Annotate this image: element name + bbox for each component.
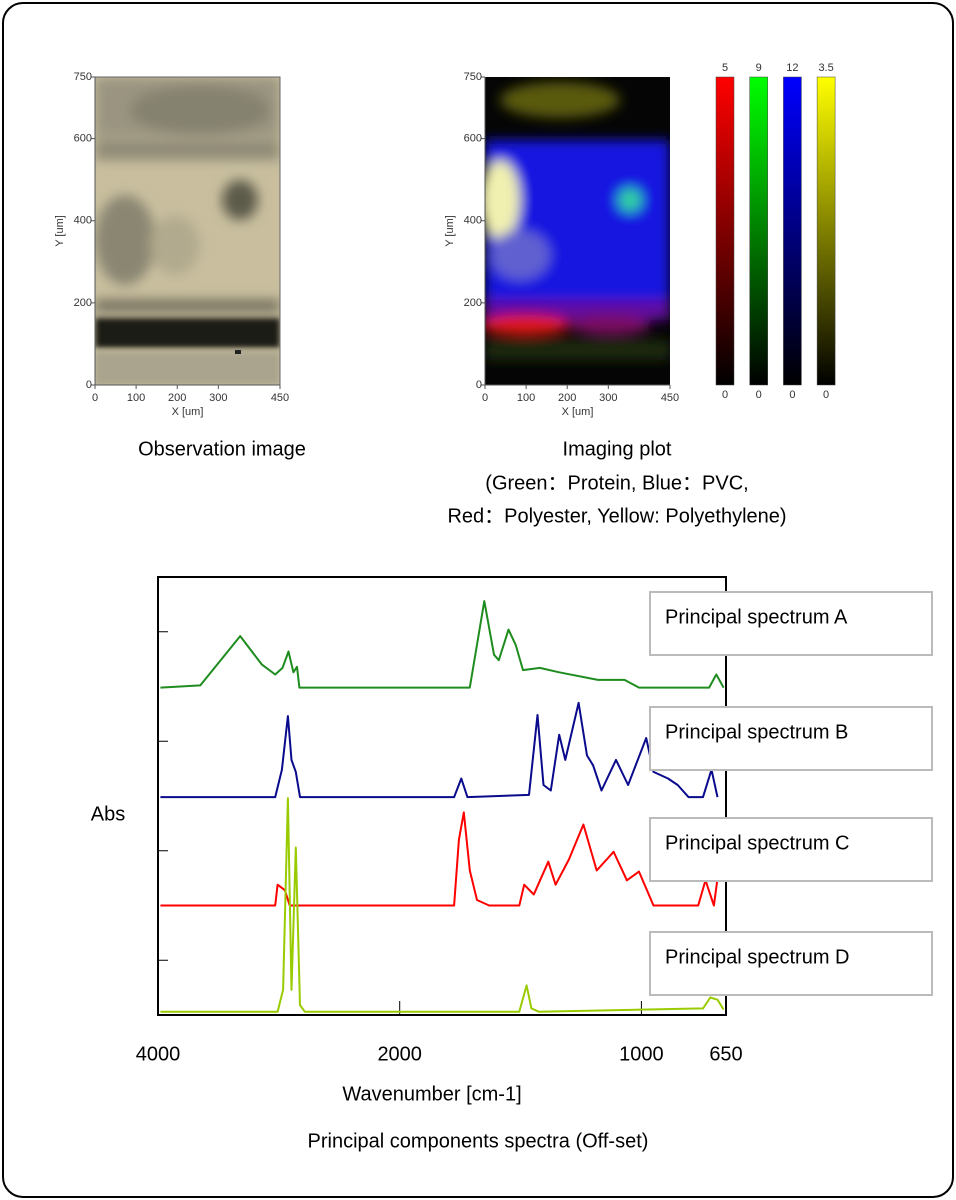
y-tick-label: 0 xyxy=(476,379,482,391)
x-tick-label: 0 xyxy=(92,392,98,404)
legend-label: Principal spectrum A xyxy=(665,606,848,628)
x-tick-label: 4000 xyxy=(136,1043,181,1065)
x-tick-label: 300 xyxy=(599,392,617,404)
color-bar-min: 0 xyxy=(789,389,795,401)
x-tick-label: 100 xyxy=(127,392,145,404)
color-bar-max: 12 xyxy=(786,62,798,74)
plot-frame xyxy=(157,576,727,1016)
legend-box xyxy=(649,931,933,996)
color-bar-min: 0 xyxy=(756,389,762,401)
y-axis-label: Y [um] xyxy=(54,215,66,247)
y-tick-label: 600 xyxy=(74,133,92,145)
color-bar xyxy=(783,76,802,386)
color-bar-max: 3.5 xyxy=(818,62,833,74)
legend-box xyxy=(649,591,933,656)
x-axis-label: X [um] xyxy=(172,406,204,418)
y-tick-label: 400 xyxy=(464,215,482,227)
legend-label: Principal spectrum C xyxy=(665,832,850,854)
color-bar-max: 9 xyxy=(756,62,762,74)
y-tick-label: 0 xyxy=(86,379,92,391)
spectrum-line xyxy=(160,797,725,1013)
y-tick-label: 200 xyxy=(74,297,92,309)
y-tick-label: 600 xyxy=(464,133,482,145)
caption: Observation image xyxy=(138,438,306,460)
x-tick-label: 300 xyxy=(209,392,227,404)
spectrum-line xyxy=(160,701,719,799)
color-bar-max: 5 xyxy=(722,62,728,74)
legend-label: Principal spectrum D xyxy=(665,946,850,968)
y-axis-label: Abs xyxy=(91,803,125,825)
y-tick-label: 400 xyxy=(74,215,92,227)
x-axis-label: X [um] xyxy=(562,406,594,418)
color-bar xyxy=(715,76,735,386)
y-tick-label: 200 xyxy=(464,297,482,309)
color-bar xyxy=(749,76,768,386)
spectrum-line xyxy=(160,600,725,689)
legend-label: Principal spectrum B xyxy=(665,721,848,743)
x-tick-label: 200 xyxy=(168,392,186,404)
caption: Red：Polyester, Yellow: Polyethylene) xyxy=(447,505,786,527)
x-tick-label: 450 xyxy=(271,392,289,404)
color-bar xyxy=(816,76,836,386)
chart-caption: Principal components spectra (Off-set) xyxy=(308,1130,649,1152)
legend-box xyxy=(649,817,933,882)
x-tick-label: 100 xyxy=(517,392,535,404)
y-tick-label: 750 xyxy=(74,71,92,83)
observation-image xyxy=(95,77,280,385)
spectrum-line xyxy=(160,811,721,907)
y-axis-label: Y [um] xyxy=(444,215,456,247)
x-tick-label: 0 xyxy=(482,392,488,404)
x-tick-label: 450 xyxy=(661,392,679,404)
caption: (Green：Protein, Blue：PVC, xyxy=(485,472,748,494)
color-bar-min: 0 xyxy=(722,389,728,401)
caption: Imaging plot xyxy=(563,438,672,460)
legend-box xyxy=(649,706,933,771)
x-tick-label: 2000 xyxy=(377,1043,422,1065)
x-tick-label: 200 xyxy=(558,392,576,404)
imaging-image xyxy=(485,77,670,385)
x-tick-label: 1000 xyxy=(619,1043,664,1065)
y-tick-label: 750 xyxy=(464,71,482,83)
color-bar-min: 0 xyxy=(823,389,829,401)
x-axis-label: Wavenumber [cm-1] xyxy=(342,1083,521,1105)
x-tick-label: 650 xyxy=(709,1043,742,1065)
